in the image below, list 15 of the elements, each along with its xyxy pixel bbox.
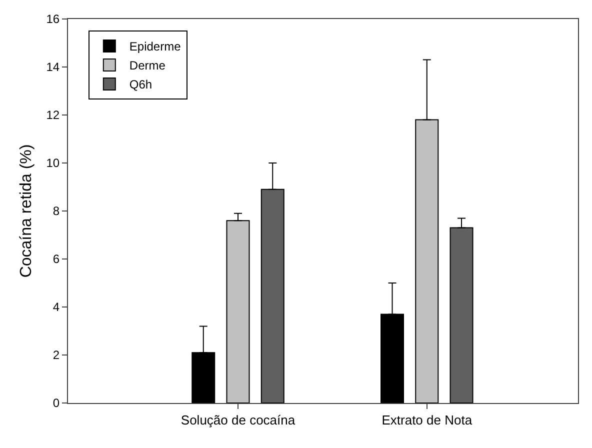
y-tick-label: 4	[52, 300, 60, 314]
y-tick-label: 10	[46, 156, 60, 170]
y-tick-label: 12	[46, 108, 60, 122]
y-tick-label: 0	[52, 396, 60, 410]
y-axis-title: Cocaína retida (%)	[18, 144, 36, 278]
y-tick-label: 2	[52, 348, 60, 362]
y-tick-label: 16	[46, 12, 60, 26]
legend-label: Q6h	[129, 78, 152, 92]
legend-label: Epiderme	[129, 40, 182, 54]
y-tick-label: 14	[46, 60, 60, 74]
y-tick-label: 8	[52, 204, 60, 218]
y-tick-label: 6	[52, 252, 60, 266]
legend-label: Derme	[129, 58, 166, 73]
x-tick-label: Solução de cocaína	[180, 412, 296, 428]
x-tick-label: Extrato de Nota	[382, 412, 473, 428]
